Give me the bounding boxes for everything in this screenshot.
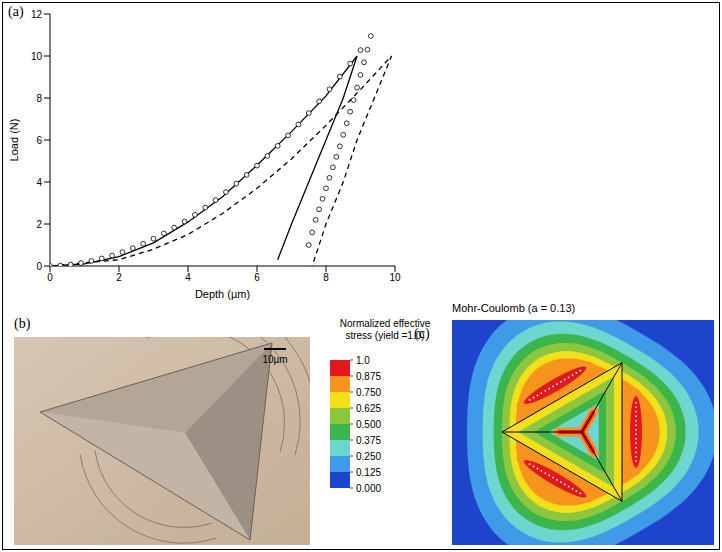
svg-text:10µm: 10µm	[262, 354, 287, 365]
svg-text:6: 6	[254, 272, 260, 283]
svg-text:10: 10	[31, 51, 43, 62]
svg-text:12: 12	[31, 9, 43, 20]
html-text:(b): (b)	[14, 316, 31, 331]
html-text:stress (yield =1.0): stress (yield =1.0)	[345, 330, 425, 341]
html-text:(a): (a)	[8, 4, 24, 19]
svg-text:4: 4	[36, 177, 42, 188]
svg-text:4: 4	[185, 272, 191, 283]
svg-text:1.0: 1.0	[356, 355, 370, 366]
html-text:(c): (c)	[414, 326, 430, 341]
svg-text:0.250: 0.250	[356, 451, 381, 462]
svg-text:0.375: 0.375	[356, 435, 381, 446]
svg-text:0.500: 0.500	[356, 419, 381, 430]
svg-text:8: 8	[323, 272, 329, 283]
svg-text:2: 2	[36, 219, 42, 230]
svg-text:0.750: 0.750	[356, 387, 381, 398]
svg-text:0.125: 0.125	[356, 467, 381, 478]
svg-text:0.875: 0.875	[356, 371, 381, 382]
svg-text:0: 0	[47, 272, 53, 283]
svg-text:10: 10	[389, 272, 401, 283]
svg-text:Depth (µm): Depth (µm)	[195, 288, 250, 300]
svg-text:0.625: 0.625	[356, 403, 381, 414]
html-text:Normalized effective: Normalized effective	[339, 318, 431, 329]
svg-text:Load (N): Load (N)	[8, 119, 20, 162]
svg-text:8: 8	[36, 93, 42, 104]
svg-text:0.000: 0.000	[356, 483, 381, 494]
svg-text:6: 6	[36, 135, 42, 146]
svg-text:2: 2	[116, 272, 122, 283]
svg-text:0: 0	[36, 261, 42, 272]
html-text:Mohr-Coulomb (a = 0.13): Mohr-Coulomb (a = 0.13)	[452, 302, 576, 314]
